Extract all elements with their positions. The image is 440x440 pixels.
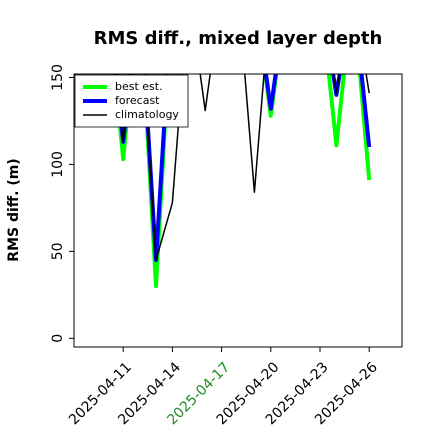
y-tick-label: 100 xyxy=(50,151,66,178)
y-tick-label: 150 xyxy=(50,64,66,91)
plot-frame xyxy=(73,73,403,348)
legend-label: forecast xyxy=(115,94,160,107)
legend-label: best est. xyxy=(115,80,163,93)
y-axis-label: RMS diff. (m) xyxy=(6,158,22,261)
legend-label: climatology xyxy=(115,108,179,121)
y-tick-label: 50 xyxy=(50,242,66,260)
chart-title: RMS diff., mixed layer depth xyxy=(94,28,383,49)
y-tick-label: 0 xyxy=(50,334,66,343)
